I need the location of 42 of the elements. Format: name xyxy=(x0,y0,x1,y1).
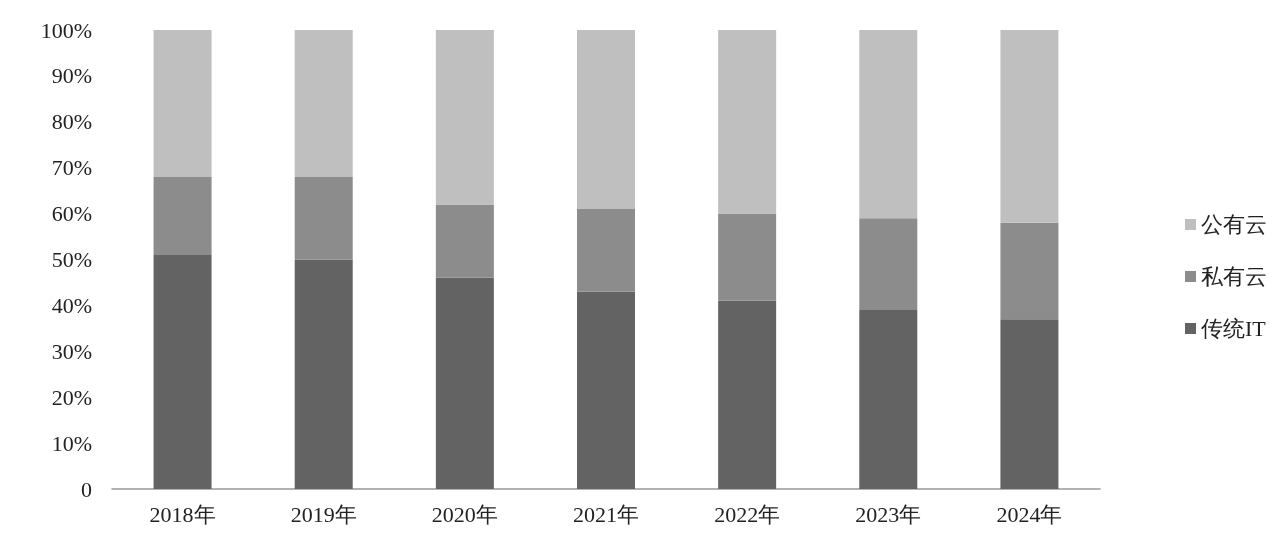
bar xyxy=(718,300,777,489)
bar xyxy=(435,204,494,278)
y-tick-label: 70% xyxy=(51,155,92,181)
x-tick-label: 2023年 xyxy=(855,501,922,527)
y-tick-label: 40% xyxy=(51,292,92,318)
y-tick-label: 10% xyxy=(51,430,92,456)
bar xyxy=(577,291,635,489)
legend-label: 私有云 xyxy=(1201,264,1267,289)
bar xyxy=(435,277,494,489)
bar xyxy=(153,176,212,255)
x-tick-label: 2024年 xyxy=(996,501,1063,527)
bar xyxy=(294,30,353,177)
y-tick-label: 0 xyxy=(81,476,92,502)
bar xyxy=(1000,30,1059,223)
bar xyxy=(577,209,635,292)
bar xyxy=(153,30,212,177)
y-tick-label: 60% xyxy=(51,201,92,227)
bar xyxy=(153,254,212,489)
legend-label: 传统IT xyxy=(1201,316,1267,341)
bar xyxy=(1000,222,1059,320)
y-tick-label: 30% xyxy=(51,338,92,364)
x-tick-label: 2019年 xyxy=(290,501,357,527)
bar xyxy=(859,309,918,489)
y-tick-label: 20% xyxy=(51,384,92,410)
bar xyxy=(718,30,777,214)
x-tick-label: 2022年 xyxy=(714,501,781,527)
bar xyxy=(718,213,777,301)
bar xyxy=(294,259,353,489)
y-tick-label: 90% xyxy=(51,63,92,89)
bar xyxy=(577,30,635,210)
x-tick-label: 2018年 xyxy=(149,501,216,527)
bar xyxy=(294,176,353,260)
y-tick-label: 80% xyxy=(51,109,92,135)
bar xyxy=(1000,319,1059,489)
bar xyxy=(859,30,918,219)
y-tick-label: 50% xyxy=(51,247,92,272)
y-tick-label: 100% xyxy=(40,17,92,43)
x-tick-label: 2021年 xyxy=(573,501,639,527)
x-tick-label: 2020年 xyxy=(431,501,498,527)
bar xyxy=(435,30,494,205)
bar xyxy=(859,218,918,310)
legend-label: 公有云 xyxy=(1201,212,1267,237)
